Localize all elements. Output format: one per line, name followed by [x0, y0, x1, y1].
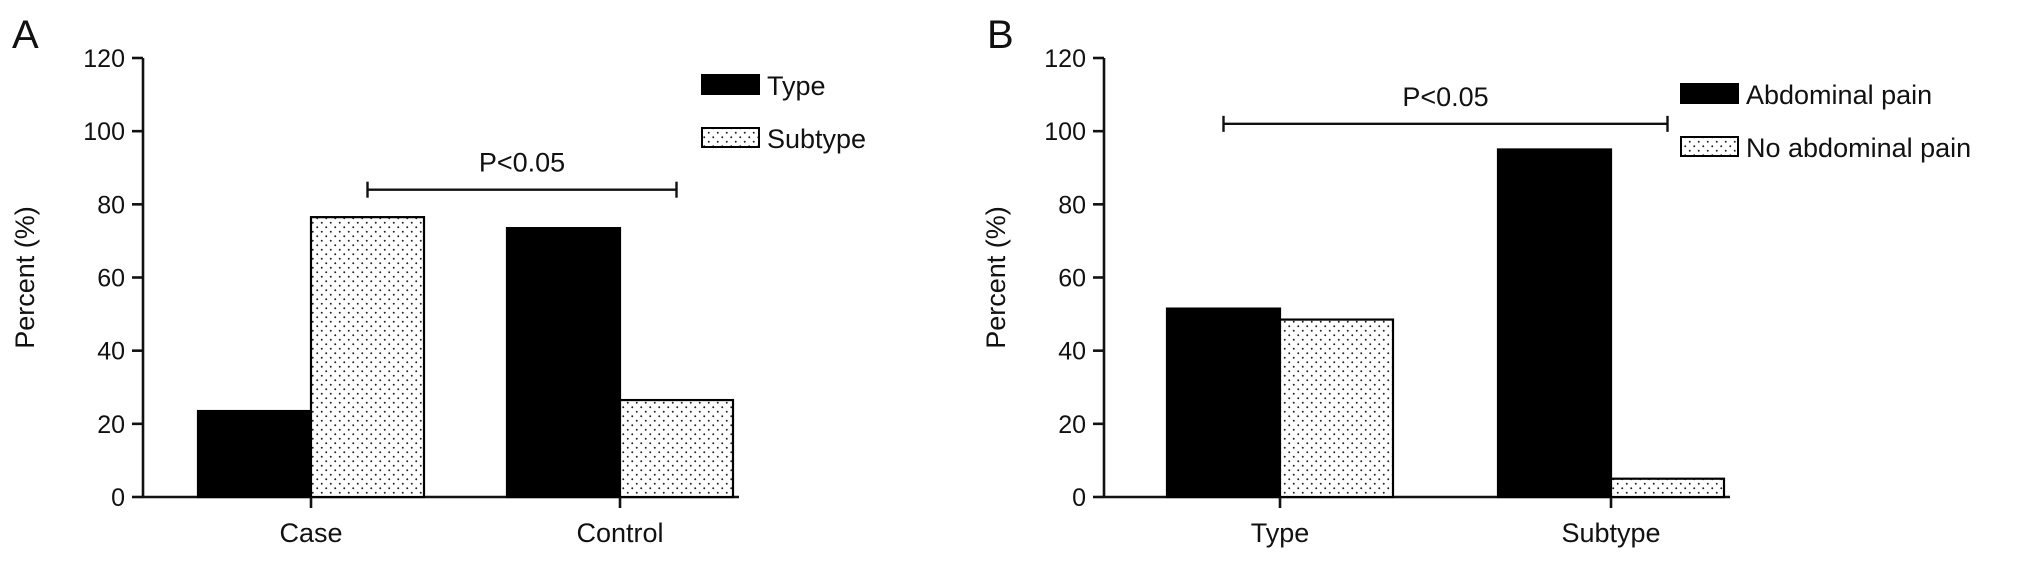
legend-swatch — [1680, 83, 1739, 104]
x-tick-label: Control — [576, 518, 663, 548]
bar — [1278, 318, 1395, 499]
y-tick-label: 60 — [1058, 265, 1086, 293]
x-tick-label: Subtype — [1561, 518, 1660, 548]
bar — [1496, 148, 1613, 499]
legend-swatch — [1680, 136, 1739, 157]
y-tick-label: 60 — [97, 265, 125, 293]
x-tick-label: Type — [1251, 518, 1310, 548]
significance-label: P<0.05 — [479, 148, 565, 178]
bar — [1609, 477, 1726, 499]
y-tick-label: 0 — [111, 484, 125, 512]
x-tick-label: Case — [279, 518, 342, 548]
legend-label: Subtype — [767, 124, 866, 154]
y-tick-label: 100 — [83, 118, 125, 146]
bar — [1165, 307, 1282, 499]
chart-panel-b: B 0 20 40 60 80 100 120 Percent (%) Type Subtype P<… — [981, 13, 1971, 548]
legend-swatch — [701, 127, 760, 148]
y-tick-label: 40 — [97, 338, 125, 366]
legend-label: Type — [767, 71, 826, 101]
y-tick-label: 40 — [1058, 338, 1086, 366]
y-tick-label: 20 — [97, 411, 125, 439]
legend-label: Abdominal pain — [1746, 80, 1932, 110]
panel-label: A — [12, 13, 39, 57]
y-tick-label: 100 — [1044, 118, 1086, 146]
panel-label: B — [987, 13, 1014, 57]
y-tick-label: 120 — [83, 45, 125, 73]
legend-label: No abdominal pain — [1746, 133, 1971, 163]
bar — [505, 227, 622, 499]
bar — [309, 216, 426, 499]
y-tick-label: 80 — [1058, 191, 1086, 219]
bar — [196, 409, 313, 499]
y-tick-label: 0 — [1072, 484, 1086, 512]
y-axis-title: Percent (%) — [981, 206, 1011, 349]
y-axis-title: Percent (%) — [10, 206, 40, 349]
y-tick-label: 20 — [1058, 411, 1086, 439]
chart-panel-a: A 0 20 40 60 80 100 120 Percent (%) Case Control P<… — [10, 13, 866, 548]
y-tick-label: 80 — [97, 191, 125, 219]
significance-label: P<0.05 — [1402, 82, 1488, 112]
bar — [618, 398, 735, 499]
legend-swatch — [701, 74, 760, 95]
y-tick-label: 120 — [1044, 45, 1086, 73]
